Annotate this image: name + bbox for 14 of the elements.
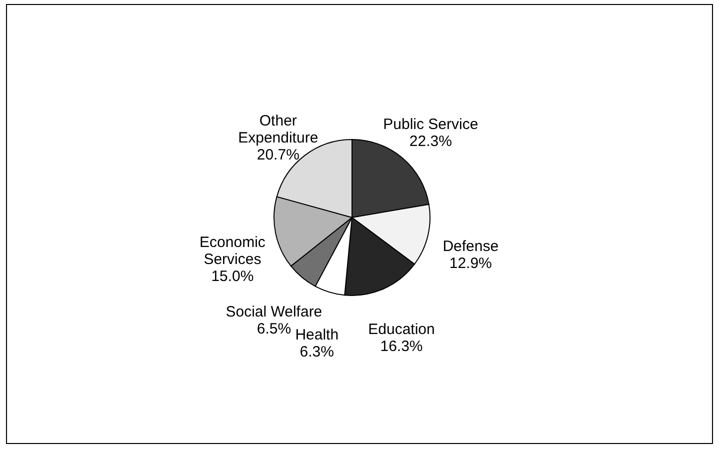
slice-label: Economic Services [200,234,266,268]
slice-label: Defense [442,238,499,255]
data-label: 20.7% [256,146,300,164]
slice-label: Public Service [383,116,478,134]
slice-label: Education [368,321,435,338]
data-label: 6.5% [256,320,292,338]
data-label: 6.3% [300,343,334,360]
slice-label: Social Welfare [226,303,322,320]
data-label: 12.9% [449,254,492,272]
slice-label: Health [295,326,339,344]
slice-label: Other Expenditure [238,112,318,146]
data-label: 22.3% [409,133,452,150]
data-label: 15.0% [211,268,254,285]
data-label: 16.3% [380,338,423,356]
